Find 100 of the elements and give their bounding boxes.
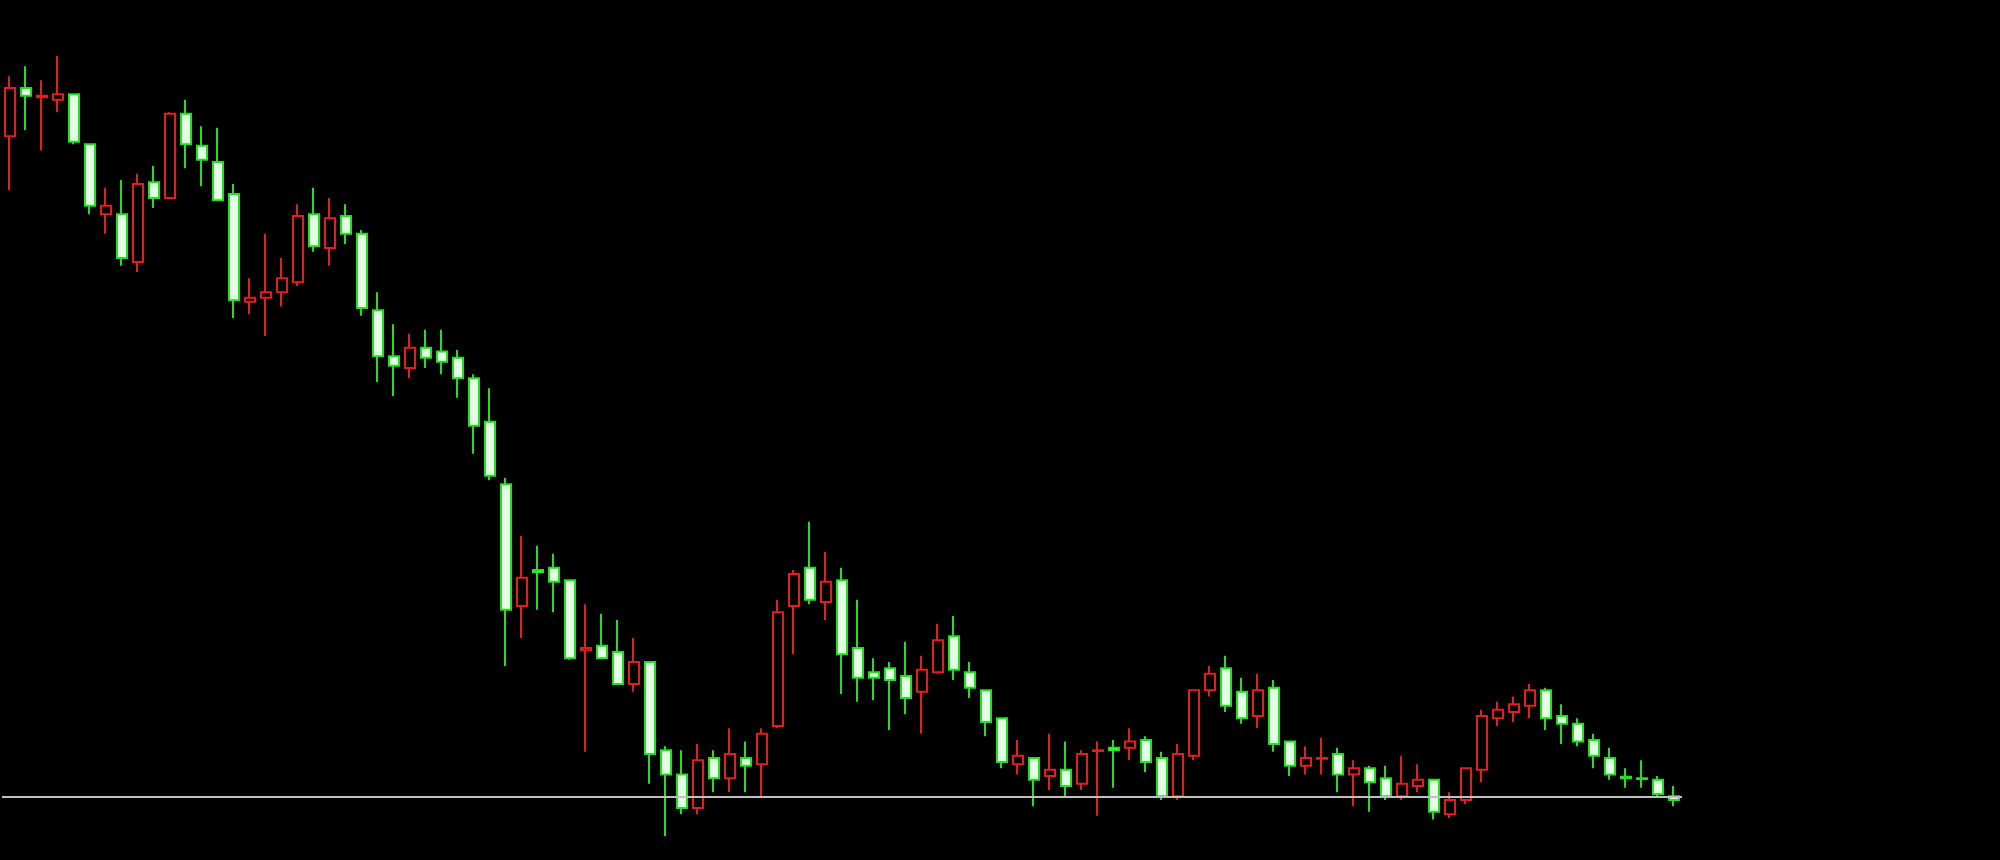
candlestick [1092,740,1104,817]
candlestick [564,579,576,661]
candlestick [660,745,672,837]
candlestick [180,98,192,170]
candlestick [1044,732,1056,791]
candlestick [836,566,848,696]
candlestick [212,126,224,202]
candlestick [148,164,160,210]
candlestick [388,323,400,398]
candlestick [452,349,464,399]
candlestick [772,598,784,730]
candlestick [516,534,528,639]
candlestick [36,79,48,152]
candlestick [628,636,640,693]
candlestick [740,740,752,794]
candlestick [1220,654,1232,713]
candlestick [1588,732,1600,770]
candlestick [1540,686,1552,731]
candlestick [1492,700,1504,728]
candlestick [1060,740,1072,799]
candlestick [884,661,896,731]
candlestick [1188,689,1200,762]
candlestick [1636,759,1648,789]
candlestick [276,257,288,308]
candlestick [116,179,128,267]
candlestick [692,742,704,816]
candlestick [132,172,144,274]
candlestick [308,186,320,253]
candlestick [580,603,592,753]
candlestick [820,551,832,621]
candlestick [1620,767,1632,789]
candlestick [1412,763,1424,794]
candlestick [1172,742,1184,802]
candlestick [1428,778,1440,821]
candlestick [1508,695,1520,724]
candlestick [724,727,736,794]
candlestick [788,569,800,656]
candlestick [1396,754,1408,802]
candlestick [1268,679,1280,753]
candlestick [68,93,80,146]
candlestick [1108,739,1120,789]
candlestick [1252,672,1264,730]
candlestick [4,75,16,192]
candlestick [1300,745,1312,776]
candlestick [548,552,560,614]
candlestick [1028,757,1040,808]
candlestick [644,661,656,785]
candlestick [20,65,32,132]
candlestick [1076,749,1088,791]
candlestick [1156,750,1168,802]
candlestick [1284,740,1296,777]
candlestick [1652,774,1664,799]
candlestick [244,277,256,316]
candlestick [676,749,688,816]
candlestick [324,196,336,267]
candlestick [356,228,368,317]
candlestick [612,618,624,685]
candlestick [292,203,304,288]
candlestick [1476,708,1488,784]
candlestick [756,727,768,798]
candlestick [1556,703,1568,745]
candlestick [1364,764,1376,813]
candlestick [1524,682,1536,720]
candlestick [1348,759,1360,808]
candlestick [932,622,944,675]
candlestick [596,612,608,660]
candlestick [372,291,384,384]
candlestick [964,661,976,699]
candlestick [164,111,176,199]
candlestick [84,143,96,216]
candlestick [804,520,816,606]
candlestick [1380,764,1392,802]
candlestick [1572,717,1584,748]
candlestick [1444,791,1456,820]
candlestick [468,373,480,455]
candlestick [1140,735,1152,774]
candlestick [52,55,64,114]
candlestick [404,332,416,380]
candlestick [900,640,912,716]
candlestick [868,657,880,702]
candlestick [708,749,720,794]
candlestick [484,387,496,482]
candlestick [948,615,960,681]
candlestick [1332,746,1344,794]
candlestick [532,544,544,611]
candlestick [500,476,512,667]
candlestick [1460,767,1472,806]
candlestick [1012,739,1024,776]
candlestick [980,689,992,738]
candlestick [1236,676,1248,725]
candlestick [916,654,928,735]
candlestick [996,717,1008,770]
candlestick [340,203,352,245]
candlestick [228,182,240,320]
candlestick [436,328,448,376]
candlestick [852,598,864,703]
candlestick [1316,736,1328,776]
candlestick [1204,664,1216,698]
candlestick [196,125,208,188]
candlestick [420,328,432,369]
